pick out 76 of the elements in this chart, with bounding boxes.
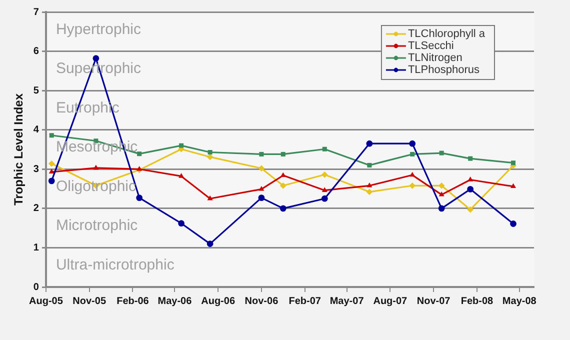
legend-label: TLNitrogen [408, 52, 462, 64]
y-tick-label: 7 [33, 6, 40, 18]
point [322, 187, 328, 192]
point [206, 240, 214, 247]
y-tick-label: 0 [33, 282, 40, 293]
annotation: Oligotrophic [56, 178, 136, 195]
point [510, 183, 516, 188]
y-tick-label: 5 [33, 85, 40, 96]
point [207, 195, 213, 200]
point [259, 152, 264, 156]
y-tick-label: 1 [33, 242, 40, 254]
point [179, 143, 184, 148]
x-tick-label: Nov-07 [416, 296, 451, 307]
point [438, 191, 444, 196]
point [206, 154, 214, 160]
point [178, 220, 184, 227]
point [467, 186, 474, 192]
x-tick-label: May-07 [330, 296, 364, 307]
point [280, 182, 286, 189]
y-axis-title: Trophic Level Index [12, 93, 26, 206]
point [258, 165, 265, 172]
point [208, 150, 212, 155]
x-tick-label: Aug-06 [201, 296, 236, 307]
point [410, 172, 416, 177]
point [48, 178, 55, 184]
y-tick-label: 2 [33, 203, 40, 214]
annotation: Ultra-microtrophic [56, 256, 175, 274]
x-tick-label: Feb-08 [460, 296, 494, 307]
legend-label: TLChlorophyll a [408, 28, 486, 40]
point [258, 186, 264, 191]
y-tick-label: 6 [33, 46, 40, 58]
x-tick-label: Nov-06 [244, 296, 279, 307]
point [467, 206, 474, 213]
point [366, 182, 372, 188]
point [366, 140, 373, 147]
y-tick-label: 4 [33, 124, 40, 136]
point [510, 160, 516, 166]
legend-label: TLSecchi [408, 40, 454, 52]
point [93, 164, 99, 170]
x-tick-label: Feb-06 [116, 296, 150, 307]
point [410, 152, 415, 156]
point [258, 194, 265, 202]
x-tick-label: Aug-07 [373, 296, 408, 307]
point [137, 152, 142, 156]
point [510, 220, 516, 227]
point [322, 146, 327, 152]
x-tick-label: May-08 [502, 296, 537, 307]
point [439, 150, 444, 156]
point [92, 55, 100, 62]
point [468, 176, 474, 182]
point [438, 205, 445, 212]
annotation: Microtrophic [56, 217, 138, 234]
point [409, 140, 416, 147]
point [280, 172, 286, 178]
x-tick-label: Feb-07 [288, 296, 322, 307]
point [48, 168, 54, 174]
legend-label: TLPhosphorus [408, 64, 480, 76]
point [321, 195, 328, 202]
point [321, 171, 328, 178]
x-tick-label: Aug-05 [29, 296, 64, 307]
point [280, 152, 286, 156]
point [178, 173, 184, 178]
point [438, 182, 445, 189]
point [468, 156, 473, 161]
point [367, 162, 372, 168]
point [366, 188, 373, 196]
point [409, 182, 416, 189]
point [280, 205, 286, 212]
point [49, 133, 54, 138]
point [48, 160, 55, 167]
point [136, 166, 142, 171]
annotation: Hypertrophic [56, 20, 142, 38]
y-tick-label: 3 [33, 164, 40, 175]
point [136, 194, 143, 202]
x-tick-label: Nov-05 [72, 296, 106, 307]
x-tick-label: May-06 [158, 296, 192, 307]
